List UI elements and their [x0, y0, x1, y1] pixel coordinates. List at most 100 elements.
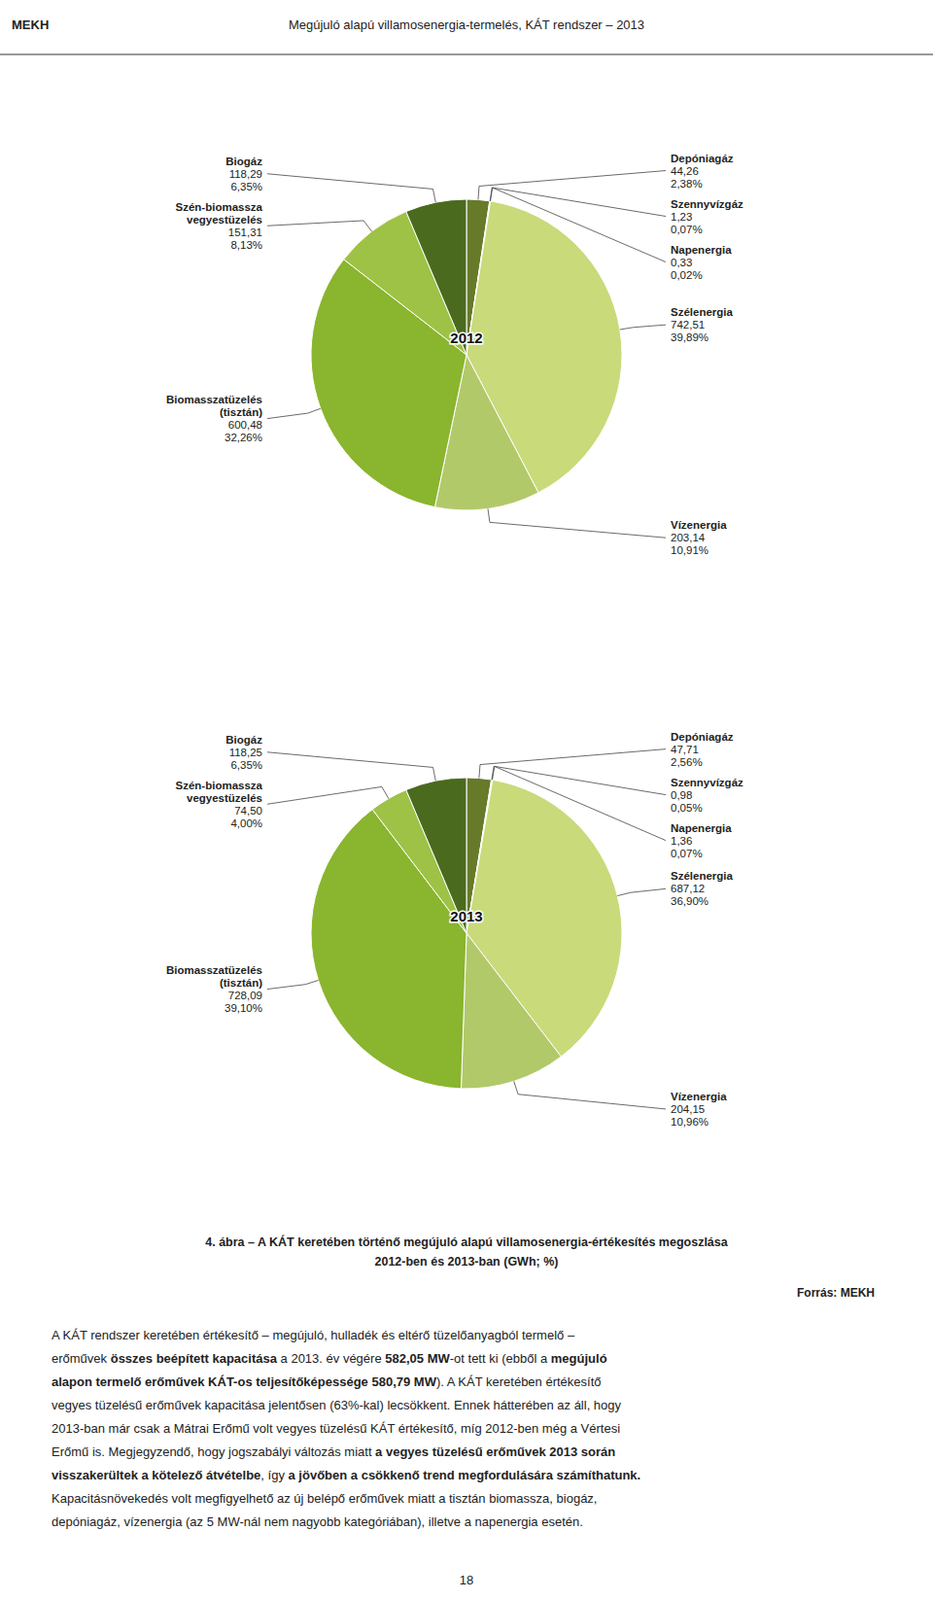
data-label-line: 1,23 — [670, 210, 692, 223]
data-label: Szennyvízgáz1,230,07% — [670, 198, 744, 236]
body-line: Kapacitásnövekedés volt megfigyelhető az… — [51, 1490, 597, 1506]
data-label-line: 203,14 — [670, 531, 706, 544]
data-label-line: 47,71 — [670, 743, 699, 756]
source: Forrás: MEKH — [796, 1285, 875, 1300]
data-label: Biogáz118,256,35% — [225, 733, 263, 771]
body-text: depóniagáz, vízenergia (az 5 MW-nál nem … — [51, 1514, 584, 1529]
leader-line — [267, 408, 321, 418]
data-label: Szélenergia742,5139,89% — [670, 306, 734, 344]
data-label: Szennyvízgáz0,980,05% — [670, 776, 744, 814]
data-label-line: Szén-biomassza — [175, 779, 264, 792]
body-text: 582,05 MW — [384, 1350, 450, 1366]
pie-title: 2012 — [449, 329, 483, 346]
data-label-line: Szennyvízgáz — [670, 198, 744, 210]
body-text: vegyes tüzelésű erőművek kapacitása jele… — [51, 1397, 622, 1413]
body-text: alapon termelő erőművek KÁT-os teljesítő… — [51, 1374, 372, 1389]
data-label-line: 0,05% — [670, 801, 703, 814]
data-label-line: 10,91% — [670, 544, 709, 556]
data-label-line: 39,10% — [224, 1002, 263, 1014]
data-label-line: 742,51 — [670, 318, 705, 331]
data-label-line: 4,00% — [230, 817, 263, 830]
data-label: Vízenergia203,1410,91% — [670, 518, 727, 556]
leader-line — [617, 888, 666, 896]
data-label-line: 600,48 — [228, 418, 263, 431]
data-label-line: 118,29 — [229, 168, 263, 180]
leader-line — [267, 979, 319, 989]
caption: 4. ábra – A KÁT keretében történő megúju… — [205, 1234, 728, 1249]
data-label-line: Napenergia — [670, 822, 732, 834]
body-line: Erőmű is. Megjegyzendő, hogy jogszabályi… — [51, 1444, 616, 1459]
data-label-line: vegyestüzelés — [186, 213, 263, 226]
header-right: Megújuló alapú villamosenergia-termelés,… — [288, 17, 645, 33]
body-text: a jövőben a csökkenő trend megfordulásár… — [288, 1467, 642, 1483]
data-label-line: Szennyvízgáz — [670, 776, 744, 789]
data-label-line: 44,26 — [670, 165, 699, 177]
data-label: Napenergia1,360,07% — [670, 822, 732, 860]
pie-chart: 2013 Depóniagáz47,712,56% Szennyvízgáz0,98… — [166, 730, 744, 1128]
data-label-line: (tisztán) — [219, 406, 263, 418]
data-label-line: vegyestüzelés — [186, 792, 263, 804]
data-label-line: 0,02% — [670, 269, 703, 281]
header-rule — [0, 54, 933, 56]
body-text: Erőmű is. Megjegyzendő, hogy jogszabályi… — [51, 1444, 376, 1459]
data-label-line: 118,25 — [229, 746, 263, 759]
data-label-line: Biomasszatüzelés — [166, 393, 263, 406]
body-text: A KÁT rendszer keretében értékesítő – me… — [51, 1327, 576, 1343]
body-text: megújuló — [551, 1350, 608, 1366]
data-label: Depóniagáz44,262,38% — [670, 152, 734, 190]
leader-line — [620, 324, 666, 330]
body-text: ). A KÁT keretében értékesítő — [436, 1374, 602, 1389]
body-text: 580,79 MW — [371, 1374, 437, 1389]
data-label-line: Depóniagáz — [670, 730, 734, 743]
pie-chart: 2012 Depóniagáz44,262,38% Szennyvízgáz1,23… — [166, 152, 744, 557]
body-text: , így — [260, 1467, 288, 1483]
body-line: vegyes tüzelésű erőművek kapacitása jele… — [51, 1397, 622, 1413]
body-text: összes beépített kapacitása — [110, 1350, 278, 1366]
data-label-line: 0,07% — [670, 223, 703, 236]
leader-line — [490, 187, 666, 262]
data-label-line: Vízenergia — [670, 518, 727, 531]
data-label-line: Depóniagáz — [670, 152, 734, 165]
body-text: visszakerültek a kötelező átvételbe — [51, 1467, 261, 1483]
body-text: 2013-ban már csak a Mátrai Erőmű volt ve… — [51, 1420, 621, 1436]
data-label-line: 0,07% — [670, 847, 703, 860]
leader-line — [267, 173, 436, 203]
data-label-line: Biogáz — [225, 155, 263, 168]
data-label-line: 0,98 — [670, 789, 692, 801]
data-label-line: 204,15 — [670, 1103, 705, 1115]
data-label-line: 10,96% — [670, 1115, 709, 1128]
data-label-line: 728,09 — [228, 989, 263, 1002]
data-label-line: 151,31 — [228, 226, 263, 239]
header-left: MEKH — [11, 17, 49, 33]
data-label: Biomasszatüzelés(tisztán)600,4832,26% — [166, 393, 263, 444]
body-line: erőművek összes beépített kapacitása a 2… — [51, 1350, 608, 1366]
body-text: a vegyes tüzelésű erőművek 2013 során — [375, 1444, 616, 1459]
data-label-line: Szén-biomassza — [175, 201, 264, 213]
data-label: Szén-biomasszavegyestüzelés74,504,00% — [175, 779, 264, 830]
leader-line — [267, 752, 436, 781]
data-label: Napenergia0,330,02% — [670, 243, 732, 281]
leader-line — [492, 765, 666, 840]
data-label: Vízenergia204,1510,96% — [670, 1090, 727, 1128]
leader-line — [489, 187, 666, 217]
body-text: a 2013. év végére — [276, 1350, 385, 1366]
body-line: depóniagáz, vízenergia (az 5 MW-nál nem … — [51, 1514, 584, 1529]
leader-line — [491, 765, 666, 795]
leader-line — [479, 749, 666, 779]
data-label-line: 32,26% — [224, 431, 263, 444]
pie-title: 2013 — [449, 907, 483, 925]
leader-line — [267, 786, 389, 804]
data-label-line: 2,38% — [670, 177, 703, 190]
data-label-line: 36,90% — [670, 895, 709, 907]
data-label-line: Szélenergia — [670, 306, 734, 318]
data-label-line: 74,50 — [234, 804, 263, 817]
data-label: Depóniagáz47,712,56% — [670, 730, 734, 768]
data-label: Biogáz118,296,35% — [225, 155, 263, 193]
body-line: alapon termelő erőművek KÁT-os teljesítő… — [51, 1374, 602, 1389]
body-line: 2013-ban már csak a Mátrai Erőmű volt ve… — [51, 1420, 621, 1436]
leader-line — [487, 508, 666, 538]
page-number: 18 — [459, 1572, 474, 1588]
data-label-line: Biogáz — [225, 733, 263, 746]
body-line: A KÁT rendszer keretében értékesítő – me… — [51, 1327, 576, 1343]
body-text: Kapacitásnövekedés volt megfigyelhető az… — [51, 1490, 597, 1506]
